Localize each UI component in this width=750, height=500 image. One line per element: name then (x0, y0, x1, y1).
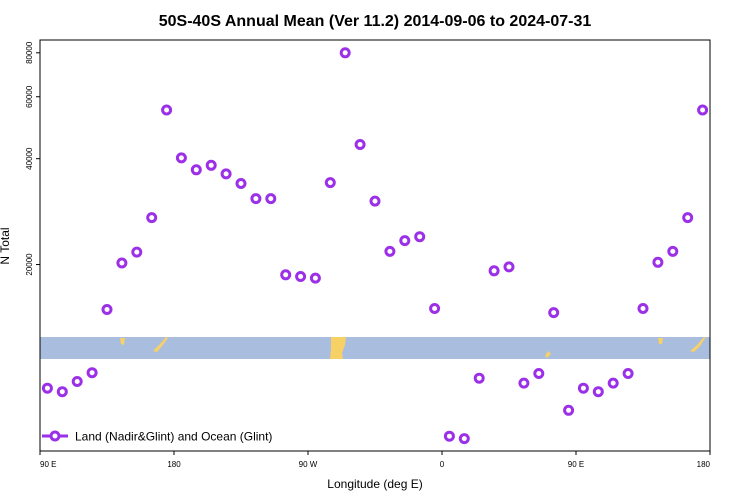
data-point (384, 245, 396, 257)
data-points (41, 47, 709, 445)
data-point (280, 269, 292, 281)
data-point (533, 368, 545, 379)
data-point (235, 178, 247, 189)
land-patch (153, 337, 168, 352)
y-axis: 20000 40000 60000 80000 (25, 41, 40, 276)
data-point (41, 382, 53, 394)
x-tick-label: 90 W (299, 460, 318, 469)
data-point (265, 193, 277, 205)
y-tick-label: 60000 (25, 85, 34, 108)
y-tick-label: 20000 (25, 253, 34, 276)
plot-frame (39, 39, 711, 452)
data-point (295, 271, 307, 282)
data-point (518, 377, 530, 389)
y-tick-label: 40000 (25, 147, 34, 170)
y-axis-label: N Total (0, 227, 12, 264)
land-patch (545, 351, 551, 358)
land-ocean-band (40, 337, 710, 359)
data-point (71, 376, 83, 387)
data-point (682, 212, 694, 224)
data-point (220, 168, 232, 180)
y-tick-label: 80000 (25, 41, 34, 64)
x-tick-label: 90 E (40, 460, 56, 469)
data-point (563, 404, 575, 416)
data-point (101, 304, 113, 315)
data-point (86, 367, 98, 379)
x-tick-label: 180 (697, 460, 711, 469)
x-tick-label: 0 (440, 460, 445, 469)
data-point (458, 433, 470, 445)
land-patch (330, 337, 346, 359)
data-point (473, 372, 485, 384)
data-point (369, 195, 381, 207)
ocean-band (40, 337, 710, 359)
data-point (697, 104, 709, 116)
data-point (250, 193, 262, 205)
x-axis: 90 E 180 90 W 0 90 E 180 (39, 451, 711, 469)
data-point (488, 265, 500, 277)
data-point (339, 47, 351, 59)
data-point (429, 303, 441, 314)
data-point (414, 231, 426, 243)
data-point (592, 386, 604, 398)
x-tick-label: 180 (167, 460, 181, 469)
x-tick-label: 90 E (568, 460, 584, 469)
data-point (607, 377, 619, 389)
land-patch (658, 338, 663, 344)
data-point (443, 430, 455, 442)
data-point (622, 368, 634, 379)
legend: Land (Nadir&Glint) and Ocean (Glint) (42, 430, 272, 444)
data-point (399, 235, 411, 247)
data-point (116, 257, 128, 269)
data-point (146, 212, 158, 224)
chart-title: 50S-40S Annual Mean (Ver 11.2) 2014-09-0… (159, 13, 592, 30)
data-point (354, 139, 366, 150)
data-point (175, 152, 187, 164)
data-point (637, 303, 649, 314)
data-point (652, 256, 664, 268)
legend-label: Land (Nadir&Glint) and Ocean (Glint) (75, 430, 272, 444)
data-point (548, 307, 560, 319)
land-patch (120, 338, 125, 345)
data-point (205, 159, 217, 171)
land-patch (690, 337, 706, 352)
data-point (324, 177, 336, 189)
data-point (131, 246, 143, 258)
data-point (161, 104, 173, 116)
data-point (56, 386, 68, 398)
data-point (309, 272, 321, 284)
x-axis-label: Longitude (deg E) (327, 477, 422, 491)
data-point (503, 261, 515, 273)
legend-marker (49, 430, 61, 442)
data-point (577, 382, 589, 394)
data-point (667, 245, 679, 257)
data-point (190, 164, 202, 176)
